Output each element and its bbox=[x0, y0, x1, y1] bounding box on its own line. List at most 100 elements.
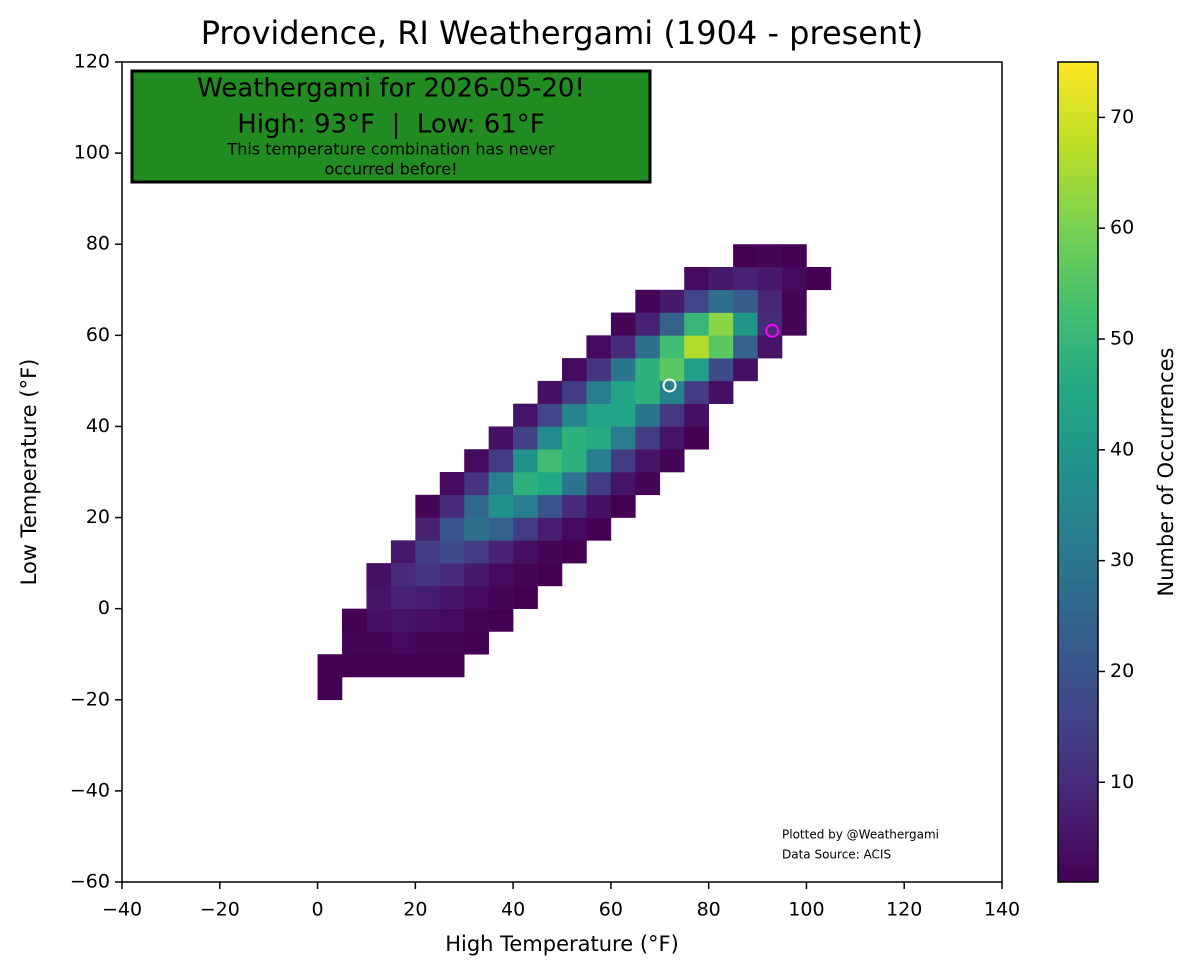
x-tick-label: 140 bbox=[984, 899, 1020, 921]
heatmap-cell bbox=[439, 472, 465, 496]
colorbar-segment bbox=[1058, 693, 1098, 703]
heatmap-cell bbox=[366, 608, 392, 632]
colorbar-segment bbox=[1058, 127, 1098, 137]
heatmap-cell bbox=[635, 380, 661, 404]
heatmap-cell bbox=[342, 631, 367, 655]
colorbar-segment bbox=[1058, 242, 1098, 252]
x-tick-label: −40 bbox=[102, 899, 142, 921]
heatmap-cell bbox=[562, 380, 587, 404]
annotation-box bbox=[130, 69, 652, 184]
heatmap-cell bbox=[733, 289, 758, 313]
colorbar-segment bbox=[1058, 472, 1098, 481]
heatmap-cell bbox=[708, 289, 734, 313]
heatmap-cell bbox=[464, 494, 489, 518]
heatmap-cell bbox=[684, 426, 709, 450]
colorbar-segment bbox=[1058, 422, 1098, 432]
y-tick-label: 120 bbox=[74, 51, 110, 73]
colorbar-segment bbox=[1058, 726, 1098, 735]
heatmap-cell bbox=[537, 426, 563, 450]
marker bbox=[662, 378, 677, 393]
heatmap-cell bbox=[635, 449, 661, 473]
y-tick-label: 60 bbox=[86, 324, 110, 346]
colorbar-segment bbox=[1058, 234, 1098, 243]
colorbar-segment bbox=[1058, 381, 1098, 391]
colorbar-segment bbox=[1058, 750, 1098, 760]
colorbar-segment bbox=[1058, 217, 1098, 227]
colorbar-segment bbox=[1058, 578, 1098, 588]
colorbar-segment bbox=[1058, 168, 1098, 178]
heatmap-cell bbox=[684, 267, 709, 291]
colorbar-segment bbox=[1058, 709, 1098, 719]
x-tick-label: 40 bbox=[501, 899, 525, 921]
heatmap-cell bbox=[464, 608, 489, 632]
heatmap-cell bbox=[366, 631, 392, 655]
heatmap-cell bbox=[415, 631, 441, 655]
colorbar-tick-label: 70 bbox=[1110, 106, 1134, 128]
colorbar-segment bbox=[1058, 185, 1098, 194]
colorbar-segment bbox=[1058, 447, 1098, 457]
heatmap-cell bbox=[733, 312, 758, 336]
heatmap-cell bbox=[659, 312, 685, 336]
heatmap-cell bbox=[562, 472, 587, 496]
heatmap-cell bbox=[390, 563, 416, 587]
heatmap-cells bbox=[317, 244, 832, 701]
heatmap-cell bbox=[562, 403, 587, 427]
heatmap-cell bbox=[513, 540, 538, 564]
colorbar-segment bbox=[1058, 291, 1098, 301]
x-tick-label: 80 bbox=[697, 899, 721, 921]
heatmap-cell bbox=[782, 244, 807, 268]
colorbar-segment bbox=[1058, 832, 1098, 842]
heatmap-cell bbox=[562, 358, 587, 382]
colorbar-segment bbox=[1058, 135, 1098, 145]
colorbar-segment bbox=[1058, 660, 1098, 670]
colorbar-segment bbox=[1058, 800, 1098, 809]
heatmap-cell bbox=[635, 403, 661, 427]
x-tick-label: −20 bbox=[200, 899, 240, 921]
heatmap-cell bbox=[610, 449, 636, 473]
colorbar-segment bbox=[1058, 677, 1098, 686]
heatmap-cell bbox=[635, 335, 661, 359]
colorbar-segment bbox=[1058, 668, 1098, 678]
heatmap-cell bbox=[562, 449, 587, 473]
y-tick-label: 40 bbox=[86, 415, 110, 437]
colorbar-segment bbox=[1058, 463, 1098, 473]
heatmap-cell bbox=[757, 335, 783, 359]
colorbar-segment bbox=[1058, 570, 1098, 580]
colorbar-segment bbox=[1058, 619, 1098, 629]
colorbar-segment bbox=[1058, 62, 1098, 71]
heatmap-cell bbox=[342, 654, 367, 678]
heatmap-cell bbox=[635, 426, 661, 450]
colorbar-segment bbox=[1058, 390, 1098, 399]
heatmap-cell bbox=[488, 540, 514, 564]
colorbar-segment bbox=[1058, 78, 1098, 88]
heatmap-cell bbox=[610, 380, 636, 404]
colorbar-segment bbox=[1058, 529, 1098, 539]
heatmap-cell bbox=[684, 289, 709, 313]
colorbar-label: Number of Occurrences bbox=[1154, 348, 1178, 597]
heatmap-cell bbox=[635, 472, 661, 496]
colorbar-segment bbox=[1058, 488, 1098, 498]
heatmap-cell bbox=[635, 289, 661, 313]
heatmap-cell bbox=[757, 244, 783, 268]
colorbar-segment bbox=[1058, 808, 1098, 817]
heatmap-cell bbox=[757, 289, 783, 313]
heatmap-cell bbox=[708, 312, 734, 336]
colorbar-segment bbox=[1058, 209, 1098, 219]
colorbar-tick-label: 50 bbox=[1110, 328, 1134, 350]
heatmap-cell bbox=[733, 335, 758, 359]
colorbar-segment bbox=[1058, 480, 1098, 489]
colorbar-segment bbox=[1058, 775, 1098, 785]
heatmap-cell bbox=[342, 608, 367, 632]
heatmap-cell bbox=[586, 335, 612, 359]
colorbar-segment bbox=[1058, 652, 1098, 662]
heatmap-cell bbox=[366, 585, 392, 609]
heatmap-cell bbox=[366, 563, 392, 587]
heatmap-cell bbox=[513, 585, 538, 609]
colorbar-segment bbox=[1058, 865, 1098, 875]
heatmap-cell bbox=[464, 449, 489, 473]
colorbar-segment bbox=[1058, 496, 1098, 506]
heatmap-cell bbox=[439, 585, 465, 609]
heatmap-cell bbox=[513, 494, 538, 518]
heatmap-cell bbox=[586, 358, 612, 382]
colorbar-segment bbox=[1058, 455, 1098, 465]
